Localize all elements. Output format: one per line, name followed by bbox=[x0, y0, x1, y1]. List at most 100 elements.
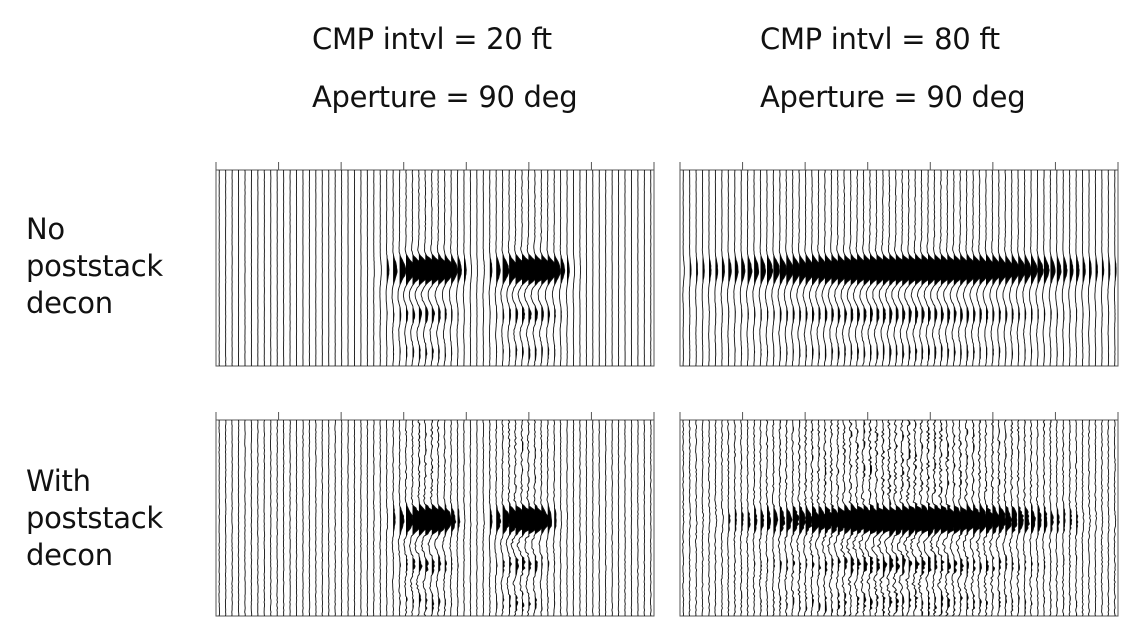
seismic-trace bbox=[353, 419, 356, 617]
trace-fill bbox=[799, 420, 807, 616]
seismic-trace bbox=[579, 419, 581, 617]
seismic-trace bbox=[739, 419, 744, 617]
seismic-trace bbox=[282, 419, 285, 617]
trace-fill bbox=[805, 170, 815, 366]
seismic-trace bbox=[1029, 419, 1036, 617]
trace-fill bbox=[515, 170, 528, 366]
column-header-cmp20: CMP intvl = 20 ft Aperture = 90 deg bbox=[312, 10, 612, 126]
trace-fill bbox=[1108, 170, 1110, 366]
trace-fill bbox=[541, 170, 554, 366]
trace-fill bbox=[406, 420, 414, 616]
row-label-line: No bbox=[26, 212, 65, 246]
seismic-trace bbox=[701, 419, 705, 617]
seismic-trace bbox=[688, 170, 692, 366]
trace-fill bbox=[741, 170, 745, 366]
seismic-trace bbox=[1035, 169, 1044, 367]
trace-fill bbox=[715, 170, 718, 366]
seismic-trace bbox=[1087, 170, 1092, 367]
seismic-trace bbox=[765, 419, 772, 617]
trace-fill bbox=[1050, 420, 1054, 616]
trace-fill bbox=[509, 170, 519, 366]
seismic-trace bbox=[315, 420, 317, 617]
trace-fill bbox=[541, 420, 550, 616]
seismic-trace bbox=[1094, 169, 1099, 367]
seismic-trace bbox=[1068, 419, 1073, 617]
seismic-trace bbox=[1068, 169, 1074, 366]
seismic-trace bbox=[403, 419, 414, 617]
seismic-trace bbox=[695, 169, 699, 367]
trace-fill bbox=[824, 420, 834, 616]
trace-fill bbox=[502, 170, 510, 366]
seismic-trace bbox=[733, 169, 739, 366]
seismic-trace bbox=[295, 419, 298, 616]
seismic-trace bbox=[552, 419, 557, 617]
aperture-label: Aperture = 90 deg bbox=[760, 80, 1026, 114]
seismic-trace bbox=[624, 419, 626, 617]
seismic-trace bbox=[688, 419, 691, 617]
seismic-trace bbox=[462, 169, 467, 366]
cmp-interval-label: CMP intvl = 80 ft bbox=[760, 22, 1000, 56]
trace-fill bbox=[721, 170, 725, 366]
trace-fill bbox=[406, 170, 416, 366]
seismic-trace bbox=[771, 170, 780, 367]
seismic-trace bbox=[559, 169, 566, 367]
trace-fill bbox=[767, 420, 771, 616]
trace-fill bbox=[567, 170, 570, 366]
seismic-trace bbox=[745, 170, 753, 367]
trace-fill bbox=[792, 170, 801, 366]
seismic-trace bbox=[720, 419, 724, 617]
seismic-trace bbox=[592, 419, 594, 616]
trace-fill bbox=[444, 420, 452, 616]
trace-fill bbox=[837, 170, 850, 366]
trace-fill bbox=[792, 420, 799, 616]
seismic-trace bbox=[494, 419, 502, 617]
seismic-trace bbox=[995, 419, 1007, 617]
trace-fill bbox=[1011, 420, 1017, 616]
trace-fill bbox=[412, 170, 425, 366]
seismic-trace bbox=[726, 169, 732, 367]
seismic-trace bbox=[1029, 170, 1038, 366]
trace-fill bbox=[767, 170, 773, 366]
seismic-trace bbox=[1055, 170, 1062, 367]
trace-fill bbox=[547, 420, 552, 616]
trace-fill bbox=[844, 170, 857, 366]
seismic-trace bbox=[334, 420, 336, 617]
seismic-trace bbox=[650, 419, 652, 617]
seismic-trace bbox=[494, 169, 501, 367]
row-label-line: poststack bbox=[26, 501, 163, 535]
trace-fill bbox=[702, 170, 705, 366]
trace-fill bbox=[1095, 170, 1098, 366]
trace-fill bbox=[960, 170, 973, 366]
seismic-trace bbox=[397, 419, 405, 617]
seismic-trace bbox=[237, 419, 240, 616]
trace-fill bbox=[992, 170, 1002, 366]
seismic-trace bbox=[714, 419, 718, 617]
seismic-trace bbox=[482, 420, 485, 616]
seismic-trace bbox=[385, 169, 390, 367]
trace-fill bbox=[831, 420, 842, 616]
trace-fill bbox=[1089, 170, 1092, 366]
seismic-trace bbox=[1055, 419, 1060, 617]
seismic-trace bbox=[449, 419, 457, 617]
trace-fill bbox=[953, 420, 967, 616]
seismic-trace bbox=[789, 420, 800, 617]
trace-fill bbox=[953, 170, 967, 366]
seismic-trace bbox=[604, 419, 607, 617]
seismic-trace bbox=[551, 169, 561, 366]
trace-fill bbox=[1024, 170, 1032, 366]
seismic-trace bbox=[572, 419, 575, 617]
seismic-trace bbox=[469, 419, 472, 617]
seismic-trace bbox=[1002, 419, 1013, 616]
trace-fill bbox=[502, 420, 510, 616]
seismic-trace bbox=[1100, 170, 1105, 367]
seismic-trace bbox=[617, 419, 620, 617]
seismic-trace bbox=[231, 419, 233, 617]
seismic-trace bbox=[263, 419, 266, 617]
seismic-panel-with-decon-cmp20 bbox=[214, 412, 656, 618]
seismic-trace bbox=[758, 169, 766, 367]
row-label-line: decon bbox=[26, 286, 113, 320]
trace-fill bbox=[773, 420, 778, 616]
trace-fill bbox=[451, 420, 456, 616]
trace-fill bbox=[1024, 420, 1030, 616]
